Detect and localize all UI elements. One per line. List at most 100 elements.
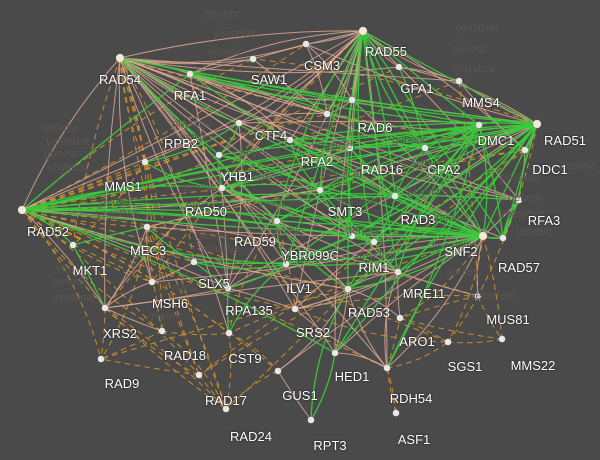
network-edge — [277, 235, 484, 372]
network-node[interactable] — [186, 70, 194, 78]
network-node[interactable] — [346, 144, 354, 152]
network-edge — [502, 123, 538, 239]
network-node[interactable] — [421, 144, 429, 152]
network-edge — [104, 307, 227, 410]
network-edge — [386, 367, 397, 414]
network-edge — [347, 124, 480, 290]
network-node[interactable] — [383, 364, 391, 372]
network-node[interactable] — [370, 238, 378, 246]
network-node[interactable] — [190, 258, 198, 266]
network-node[interactable] — [331, 349, 339, 357]
network-edge — [72, 244, 153, 283]
network-edge — [21, 209, 296, 310]
network-node[interactable] — [286, 136, 294, 144]
network-node[interactable] — [348, 232, 356, 240]
network-node[interactable] — [344, 285, 352, 293]
network-node[interactable] — [215, 151, 223, 159]
network-node[interactable] — [358, 26, 368, 36]
network-node[interactable] — [225, 329, 233, 337]
network-node[interactable] — [499, 234, 507, 242]
network-edge — [362, 30, 480, 126]
edge-group — [21, 30, 538, 421]
network-edge — [21, 209, 230, 334]
network-node[interactable] — [249, 55, 257, 63]
network-node[interactable] — [148, 278, 156, 286]
network-edge — [189, 73, 229, 289]
network-node[interactable] — [143, 223, 151, 231]
network-node[interactable] — [316, 186, 324, 194]
network-edge — [362, 30, 520, 201]
network-node[interactable] — [291, 305, 299, 313]
network-node[interactable] — [274, 367, 282, 375]
network-node[interactable] — [302, 40, 310, 48]
network-node[interactable] — [532, 119, 542, 129]
network-node[interactable] — [444, 338, 452, 346]
network-edge — [362, 30, 426, 149]
network-edge — [289, 122, 538, 141]
network-edge — [276, 220, 349, 290]
network-edge — [277, 288, 349, 372]
network-edge — [104, 307, 200, 376]
network-node[interactable] — [97, 355, 105, 363]
network-node[interactable] — [498, 335, 506, 343]
network-edge — [228, 332, 279, 372]
network-node[interactable] — [69, 241, 77, 249]
network-edge — [218, 123, 538, 156]
network-node[interactable] — [218, 184, 226, 192]
network-node[interactable] — [392, 409, 400, 417]
network-edge — [458, 80, 538, 125]
network-node[interactable] — [224, 284, 232, 292]
network-edge — [161, 330, 230, 336]
network-edge — [144, 161, 223, 189]
network-node[interactable] — [282, 260, 290, 268]
network-node[interactable] — [394, 268, 402, 276]
network-edge — [118, 57, 153, 283]
network-node[interactable] — [307, 416, 315, 424]
network-edge — [276, 124, 480, 222]
network-node[interactable] — [195, 371, 203, 379]
network-node[interactable] — [158, 327, 166, 335]
network-node[interactable] — [222, 405, 230, 413]
network-edge — [398, 66, 426, 149]
network-edge — [221, 187, 278, 222]
network-edge — [349, 147, 484, 237]
network-edge — [294, 123, 538, 310]
network-edge — [119, 57, 230, 334]
network-edge — [100, 307, 106, 360]
network-node[interactable] — [348, 96, 356, 104]
network-node[interactable] — [515, 196, 523, 204]
network-node[interactable] — [115, 53, 125, 63]
network-node[interactable] — [521, 146, 529, 154]
network-edge — [373, 195, 396, 243]
network-edge — [21, 209, 227, 410]
network-edge — [397, 271, 401, 319]
network-edge — [398, 66, 460, 82]
network-edge — [21, 195, 396, 211]
network-edge — [347, 30, 364, 237]
network-node[interactable] — [475, 121, 483, 129]
network-edge — [146, 226, 227, 410]
network-node[interactable] — [17, 205, 27, 215]
network-edge — [319, 189, 396, 198]
network-node[interactable] — [235, 119, 243, 127]
network-edge — [193, 261, 287, 270]
network-edge — [221, 183, 321, 191]
network-node[interactable] — [141, 158, 149, 166]
network-node[interactable] — [391, 192, 399, 200]
network-node[interactable] — [101, 304, 109, 312]
network-node[interactable] — [396, 314, 404, 322]
network-node[interactable] — [478, 231, 488, 241]
network-node[interactable] — [323, 110, 331, 118]
network-edge — [518, 123, 538, 201]
network-node[interactable] — [273, 217, 281, 225]
network-node[interactable] — [455, 77, 463, 85]
network-node[interactable] — [395, 63, 403, 71]
network-node[interactable] — [474, 292, 482, 300]
network-edge — [189, 30, 364, 75]
network-edge — [285, 235, 484, 266]
network-edge — [294, 308, 388, 369]
network-edge — [277, 370, 312, 421]
network-edge — [21, 209, 74, 246]
network-edge — [334, 124, 480, 354]
